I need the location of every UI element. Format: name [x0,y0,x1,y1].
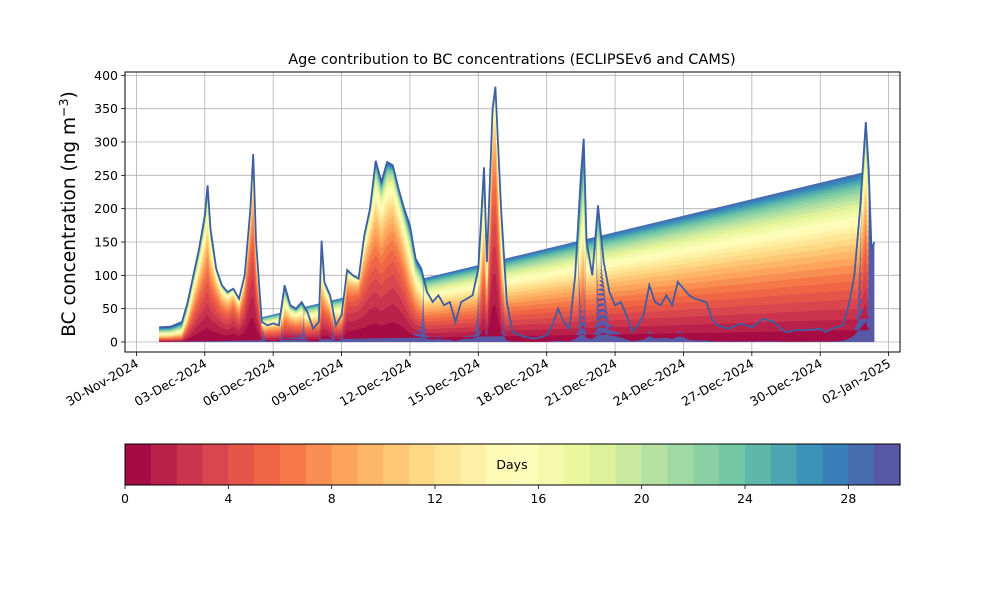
x-tick-label: 12-Dec-2024 [337,356,415,409]
y-axis: 0 50 100 150 200 250 300 350 400 [94,68,125,350]
colorbar-swatch-19 [615,444,643,485]
colorbar-swatch-5 [254,444,281,485]
colorbar-swatch-24 [745,444,772,485]
y-axis-label-close: ) [59,91,80,98]
chart-title: Age contribution to BC concentrations (E… [288,52,735,68]
colorbar-swatch-29 [874,444,901,485]
y-tick-label: 400 [94,68,118,83]
colorbar: Days 0 4 8 12 16 20 24 28 [121,443,901,506]
x-tick-label: 09-Dec-2024 [268,356,346,409]
x-tick-label: 21-Dec-2024 [542,356,620,409]
age-layer-day-1 [159,273,869,342]
colorbar-swatch-3 [202,444,229,485]
colorbar-swatch-26 [796,444,824,485]
y-tick-label: 250 [94,168,118,183]
y-tick-label: 350 [94,101,118,116]
colorbar-swatch-20 [641,444,669,485]
total-concentration-line [159,86,876,340]
x-tick-label: 30-Dec-2024 [747,356,825,409]
colorbar-swatch-23 [719,444,746,485]
colorbar-tick-label: 24 [737,491,753,506]
colorbar-swatch-12 [435,444,462,485]
colorbar-tick-label: 28 [840,491,856,506]
colorbar-swatch-0 [125,444,152,485]
colorbar-tick-label: 16 [530,491,546,506]
colorbar-swatch-10 [383,444,410,485]
colorbar-swatch-9 [357,444,384,485]
y-axis-label-superscript: −3 [56,99,71,117]
colorbar-ticks: 0 4 8 12 16 20 24 28 [121,485,856,506]
x-tick-label: 18-Dec-2024 [474,356,552,409]
colorbar-swatch-28 [848,444,875,485]
colorbar-swatch-8 [331,444,359,485]
colorbar-swatch-2 [176,444,204,485]
x-tick-label: 15-Dec-2024 [405,356,483,409]
colorbar-swatches [125,444,901,485]
y-tick-label: 50 [102,301,118,316]
colorbar-swatch-7 [305,444,333,485]
colorbar-swatch-17 [564,444,591,485]
colorbar-swatch-4 [228,444,255,485]
y-tick-label: 0 [110,335,118,350]
colorbar-swatch-16 [538,444,565,485]
colorbar-swatch-21 [667,444,694,485]
age-layer-day-0 [159,304,869,342]
colorbar-frame [124,443,901,486]
colorbar-tick-label: 12 [427,491,443,506]
age-layer-day-2 [159,246,869,342]
age-layer-day-4 [159,202,869,342]
x-tick-label: 30-Nov-2024 [63,356,141,409]
colorbar-swatch-27 [822,444,849,485]
colorbar-swatch-15 [512,444,539,485]
colorbar-swatch-14 [486,444,514,485]
y-tick-label: 150 [94,235,118,250]
x-tick-label: 24-Dec-2024 [610,356,688,409]
colorbar-swatch-1 [150,444,178,485]
colorbar-swatch-11 [409,444,436,485]
y-tick-label: 200 [94,201,118,216]
age-layer-day-3 [159,222,869,342]
colorbar-swatch-13 [460,444,488,485]
y-tick-label: 300 [94,135,118,150]
x-axis: 30-Nov-202403-Dec-202406-Dec-202409-Dec-… [63,352,893,409]
y-tick-label: 100 [94,268,118,283]
colorbar-swatch-18 [590,444,617,485]
colorbar-swatch-6 [280,444,307,485]
y-axis-label-main: BC concentration (ng m [59,117,80,337]
colorbar-tick-label: 0 [121,491,129,506]
x-tick-label: 06-Dec-2024 [200,356,278,409]
colorbar-swatch-25 [770,444,798,485]
colorbar-swatch-22 [693,444,720,485]
x-tick-label: 27-Dec-2024 [679,356,757,409]
y-axis-label: BC concentration (ng m−3) [56,91,81,336]
plot-frame [124,71,901,353]
colorbar-tick-label: 8 [328,491,336,506]
colorbar-label: Days [496,457,527,472]
x-tick-label: 02-Jan-2025 [819,356,893,407]
colorbar-tick-label: 20 [634,491,650,506]
colorbar-tick-label: 4 [224,491,232,506]
x-tick-label: 03-Dec-2024 [132,356,210,409]
age-layers [159,86,875,343]
